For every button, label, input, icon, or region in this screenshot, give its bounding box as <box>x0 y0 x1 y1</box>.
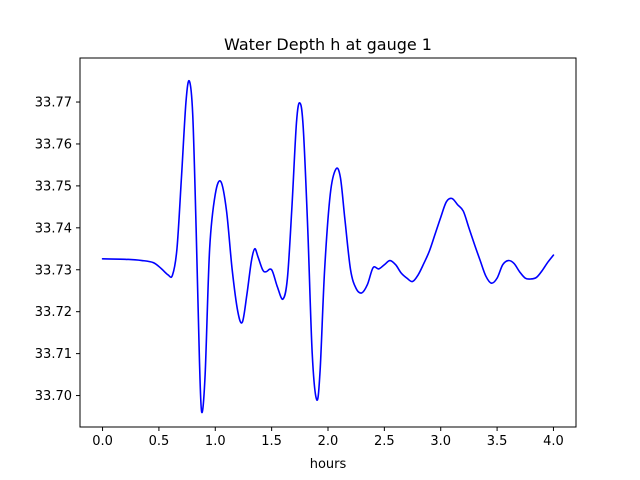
y-tick-label: 33.71 <box>35 347 72 362</box>
y-tick-label: 33.77 <box>35 96 72 111</box>
x-tick-label: 2.5 <box>374 434 395 449</box>
x-tick-label: 0.0 <box>92 434 113 449</box>
series-line-1 <box>101 79 555 414</box>
y-tick-label: 33.70 <box>35 389 72 404</box>
series-layer <box>101 79 555 414</box>
y-tick-label: 33.72 <box>35 305 72 320</box>
chart-title: Water Depth h at gauge 1 <box>224 35 432 54</box>
x-tick-label: 1.0 <box>205 434 226 449</box>
x-tick-label: 3.0 <box>430 434 451 449</box>
y-tick-label: 33.73 <box>35 263 72 278</box>
x-axis-label: hours <box>310 457 347 472</box>
x-axis-ticks: 0.0 0.5 1.0 1.5 2.0 2.5 3.0 3.5 4.0 <box>92 427 564 449</box>
y-axis-ticks: 33.70 33.71 33.72 33.73 33.74 33.75 33.76 33.77 <box>35 96 80 404</box>
x-tick-label: 0.5 <box>149 434 170 449</box>
x-tick-label: 1.5 <box>261 434 282 449</box>
y-tick-label: 33.76 <box>35 137 72 152</box>
y-tick-label: 33.75 <box>35 179 72 194</box>
y-tick-label: 33.74 <box>35 221 72 236</box>
x-tick-label: 2.0 <box>318 434 339 449</box>
x-tick-label: 3.5 <box>487 434 508 449</box>
x-tick-label: 4.0 <box>543 434 564 449</box>
